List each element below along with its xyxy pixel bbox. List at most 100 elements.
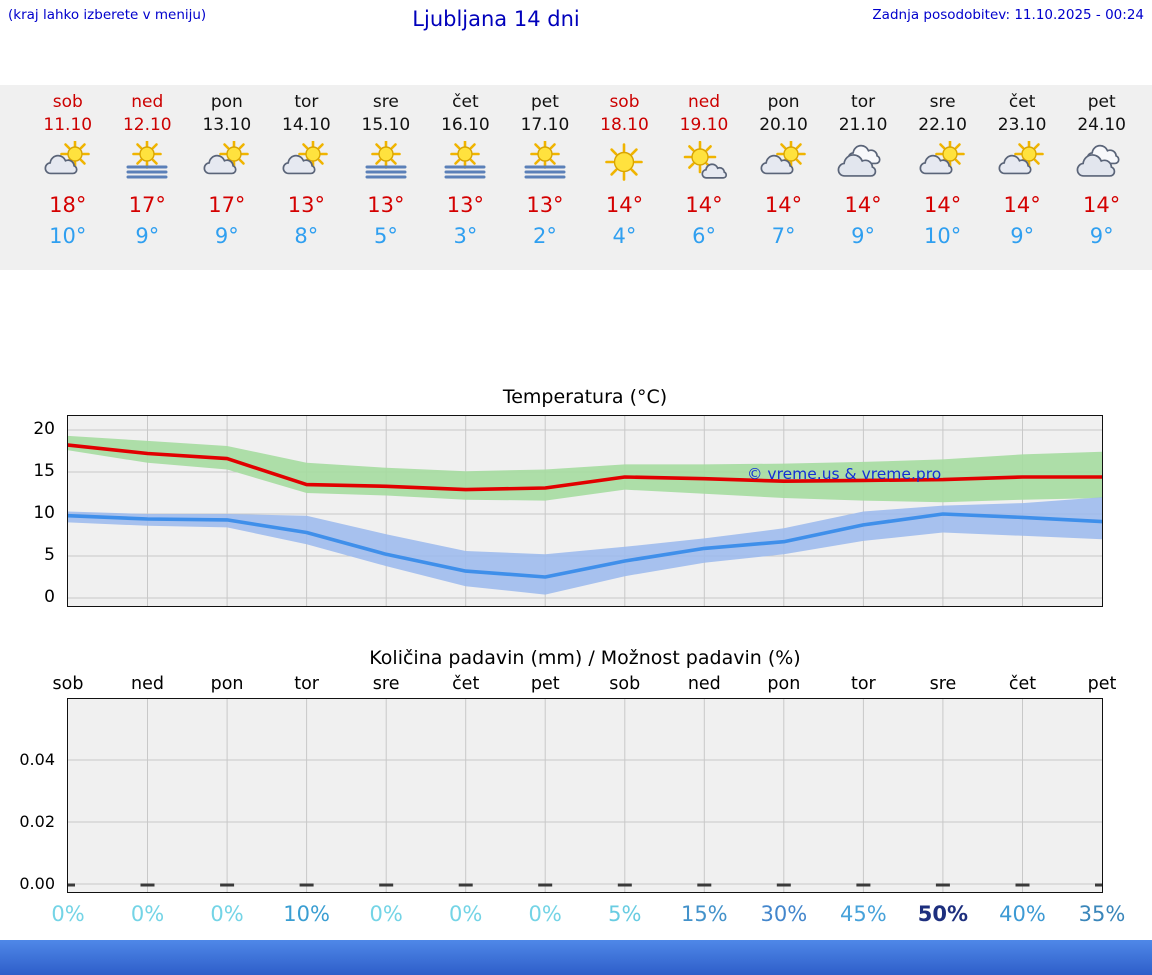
forecast-day[interactable]: ned 12.10 17° 9° (108, 85, 188, 270)
precip-chart-section: Količina padavin (mm) / Možnost padavin … (0, 647, 1152, 932)
precip-day-label: čet (452, 674, 480, 694)
precip-day-label: tor (294, 674, 319, 694)
fog-sun-icon (505, 138, 585, 188)
forecast-day[interactable]: ned 19.10 14° 6° (664, 85, 744, 270)
fog-sun-icon (346, 138, 426, 188)
forecast-day[interactable]: sob 11.10 18° 10° (28, 85, 108, 270)
sunny-icon (585, 138, 665, 188)
low-temp: 4° (612, 224, 637, 248)
low-temp: 8° (294, 224, 319, 248)
day-date: 11.10 (43, 115, 93, 135)
high-temp: 18° (49, 193, 87, 217)
forecast-day[interactable]: čet 23.10 14° 9° (982, 85, 1062, 270)
day-name: ned (131, 92, 164, 112)
forecast-day[interactable]: tor 14.10 13° 8° (267, 85, 347, 270)
forecast-day[interactable]: pet 17.10 13° 2° (505, 85, 585, 270)
high-temp: 13° (367, 193, 405, 217)
temp-ytick-label: 15 (33, 461, 55, 481)
precip-day-label: sob (52, 674, 84, 694)
day-name: pon (210, 92, 243, 112)
precip-ytick-label: 0.00 (19, 874, 55, 893)
partly-cloudy-icon (267, 138, 347, 188)
temp-y-axis: 0 5 10 15 20 (3, 415, 61, 607)
partly-cloudy-icon (28, 138, 108, 188)
precip-probability: 5% (608, 902, 642, 926)
precip-probability: 0% (528, 902, 562, 926)
menu-note: (kraj lahko izberete v meniju) (8, 7, 207, 23)
day-date: 19.10 (679, 115, 729, 135)
precip-day-label: sre (929, 674, 957, 694)
precip-probability: 0% (130, 902, 165, 926)
cloudy-icon (1062, 138, 1142, 188)
day-date: 18.10 (600, 115, 649, 135)
forecast-day[interactable]: pet 24.10 14° 9° (1062, 85, 1142, 270)
precip-day-label: pet (530, 674, 560, 694)
day-name: sre (372, 92, 399, 112)
watermark-link[interactable]: © vreme.us & vreme.pro (747, 465, 942, 483)
low-temp: 2° (533, 224, 557, 248)
precip-probability: 40% (999, 902, 1046, 926)
low-temp: 7° (771, 224, 796, 248)
precip-probability: 0% (210, 902, 244, 926)
day-name: tor (851, 92, 876, 112)
precip-ytick-label: 0.02 (19, 812, 55, 831)
forecast-day[interactable]: sre 22.10 14° 10° (903, 85, 983, 270)
temp-ytick-label: 20 (33, 419, 55, 439)
day-date: 21.10 (838, 115, 888, 135)
bottom-bar (0, 940, 1152, 975)
forecast-day[interactable]: pon 13.10 17° 9° (187, 85, 267, 270)
precip-day-label: tor (850, 674, 876, 694)
forecast-day[interactable]: sre 15.10 13° 5° (346, 85, 426, 270)
day-name: čet (1008, 92, 1036, 112)
precip-day-label: pon (210, 674, 244, 694)
precip-plot: 0.00 0.02 0.04 (19, 698, 1103, 893)
precip-day-label: sob (609, 674, 641, 694)
temp-ytick-label: 10 (33, 503, 55, 523)
high-temp: 14° (605, 193, 644, 217)
low-temp: 5° (373, 224, 398, 248)
day-date: 15.10 (361, 115, 411, 135)
day-name: tor (294, 92, 319, 112)
precip-probability: 15% (680, 902, 728, 926)
precip-day-label: ned (131, 674, 165, 694)
precip-probabilities: 0% 0% 0% 10% 0% 0% 0% 5% 15% 30% 45% 50% 40% 35% (0, 902, 1152, 932)
high-temp: 13° (287, 193, 325, 217)
high-temp: 14° (923, 193, 962, 217)
high-temp: 13° (526, 193, 564, 217)
day-date: 13.10 (202, 115, 252, 135)
day-name: pet (530, 92, 559, 112)
forecast-day[interactable]: sob 18.10 14° 4° (585, 85, 665, 270)
precipitation-chart (68, 699, 1102, 892)
high-temp: 14° (844, 193, 882, 217)
temp-ytick-label: 0 (44, 587, 55, 607)
partly-cloudy-icon (744, 138, 824, 188)
temp-chart-title: Temperatura (°C) (502, 386, 668, 408)
day-name: sob (609, 92, 640, 112)
forecast-day[interactable]: pon 20.10 14° 7° (744, 85, 824, 270)
day-date: 22.10 (918, 115, 967, 135)
low-temp: 9° (851, 224, 876, 248)
forecast-day[interactable]: tor 21.10 14° 9° (823, 85, 903, 270)
precip-probability: 45% (840, 902, 887, 926)
precip-day-label: čet (1008, 674, 1037, 694)
day-name: sob (52, 92, 83, 112)
low-temp: 9° (1010, 224, 1035, 248)
day-name: ned (688, 92, 721, 112)
precip-probability: 0% (51, 902, 85, 926)
partly-cloudy-icon (187, 138, 267, 188)
fog-sun-icon (426, 138, 506, 188)
high-temp: 14° (764, 193, 803, 217)
precip-day-label: pon (767, 674, 801, 694)
day-date: 16.10 (441, 115, 490, 135)
forecast-day[interactable]: čet 16.10 13° 3° (426, 85, 506, 270)
day-date: 17.10 (520, 115, 570, 135)
temperature-chart-section: Temperatura (°C) 0 5 10 15 20 © vreme.us & v… (0, 386, 1152, 607)
low-temp: 9° (1089, 224, 1114, 248)
low-temp: 9° (135, 224, 160, 248)
precip-day-labels: sob ned pon tor sre čet pet sob ned pon tor sre čet p… (0, 674, 1152, 698)
day-name: sre (929, 92, 956, 112)
cloudy-icon (823, 138, 903, 188)
day-date: 20.10 (759, 115, 808, 135)
low-temp: 3° (453, 224, 478, 248)
day-date: 12.10 (122, 115, 172, 135)
